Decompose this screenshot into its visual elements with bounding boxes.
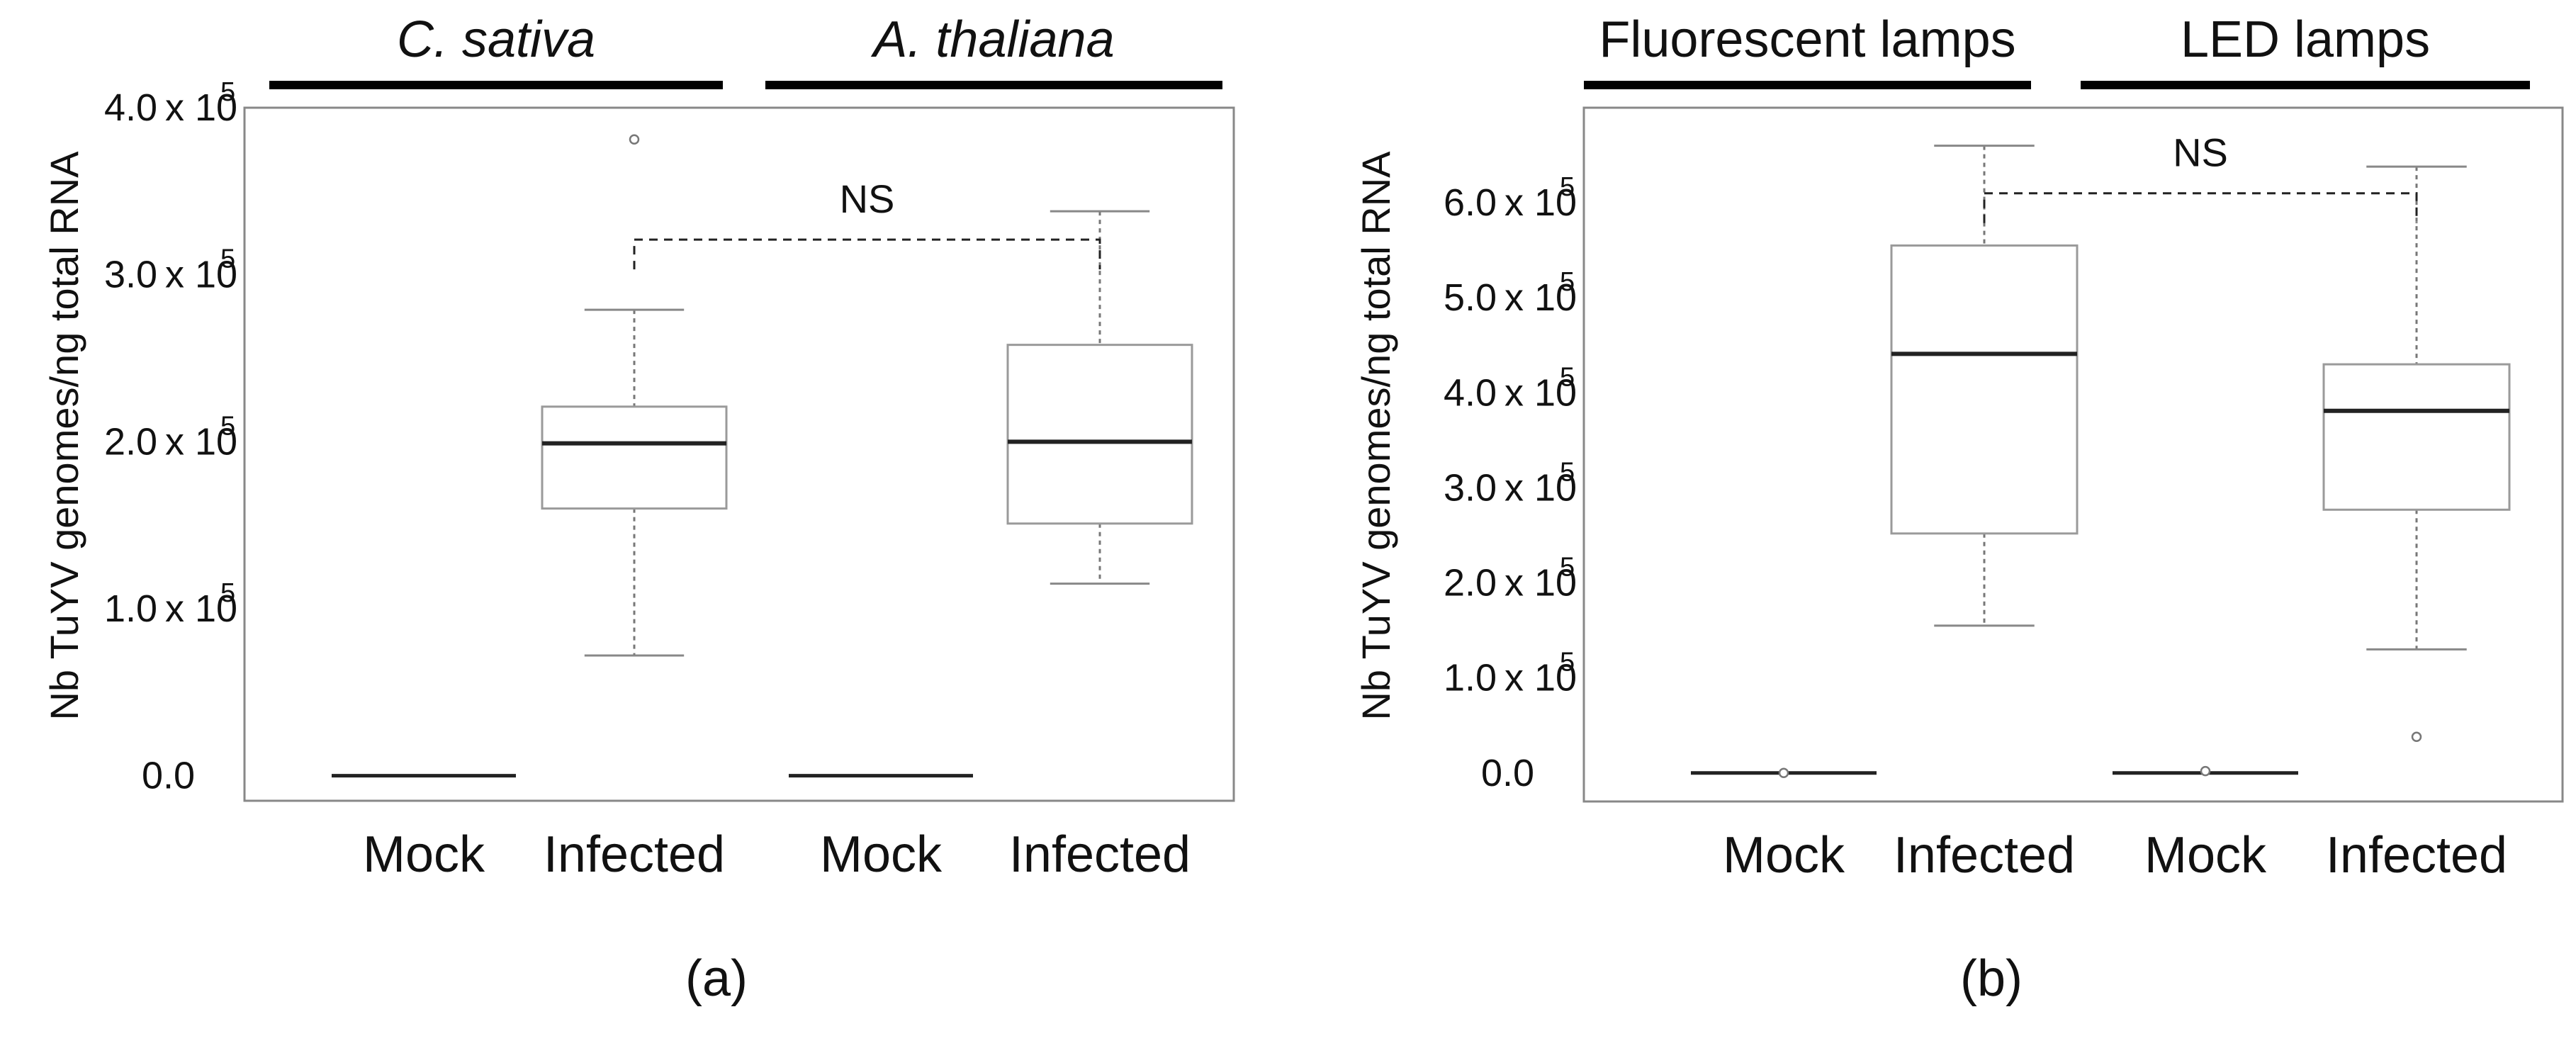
y-tick-label: 1.0 x 105	[1444, 648, 1577, 699]
y-tick-mantissa: 1.0	[1444, 657, 1497, 699]
x-category-label: Infected	[544, 826, 725, 883]
box-4	[1006, 210, 1193, 585]
y-axis-label: Nb TuYV genomes/ng total RNA	[42, 151, 86, 721]
iqr-box	[2322, 363, 2511, 511]
y-tick-exponent: 5	[1560, 362, 1575, 392]
x-category-label: Infected	[1894, 827, 2075, 884]
box-1	[1691, 767, 1877, 779]
y-tick-exponent: 5	[1560, 457, 1575, 487]
x-category-label: Mock	[820, 826, 943, 883]
significance-bracket	[1983, 192, 2418, 223]
significance-label: NS	[2173, 130, 2228, 175]
box-3	[2113, 765, 2298, 777]
iqr-box	[541, 405, 728, 510]
x-category-label: Mock	[363, 826, 485, 883]
y-tick-mantissa: 1.0	[104, 587, 157, 630]
y-tick-label: 0.0	[142, 755, 195, 797]
box-2	[541, 134, 728, 657]
y-tick-times: x 10	[1504, 276, 1577, 319]
y-tick-times: x 10	[1504, 181, 1577, 224]
y-tick-exponent: 5	[220, 244, 235, 274]
y-tick-mantissa: 0.0	[142, 755, 195, 797]
y-tick-times: x 10	[1504, 657, 1577, 699]
x-category-label: Mock	[1723, 827, 1845, 884]
significance-label: NS	[840, 176, 895, 221]
box-2	[1890, 145, 2079, 627]
y-tick-times: x 10	[1504, 371, 1577, 414]
y-tick-mantissa: 4.0	[1444, 371, 1497, 414]
y-tick-exponent: 5	[220, 411, 235, 441]
y-tick-label: 3.0 x 105	[104, 244, 237, 296]
outlier-point	[2200, 765, 2211, 777]
group-label: C. sativa	[397, 11, 595, 68]
box-4	[2322, 165, 2511, 743]
y-tick-label: 0.0	[1481, 752, 1534, 794]
y-tick-times: x 10	[165, 587, 237, 630]
outlier-point	[629, 134, 640, 145]
panel-label: (a)	[685, 950, 748, 1007]
y-tick-mantissa: 3.0	[104, 254, 157, 296]
y-tick-label: 2.0 x 105	[104, 411, 237, 463]
x-category-label: Mock	[2144, 827, 2267, 884]
y-axis-label: Nb TuYV genomes/ng total RNA	[1354, 151, 1398, 721]
significance-bracket	[633, 238, 1101, 270]
y-tick-times: x 10	[1504, 466, 1577, 509]
x-category-label: Infected	[1009, 826, 1191, 883]
y-tick-mantissa: 0.0	[1481, 752, 1534, 794]
x-category-label: Infected	[2326, 827, 2507, 884]
y-tick-mantissa: 4.0	[104, 86, 157, 129]
y-tick-exponent: 5	[220, 77, 235, 107]
group-label: A. thaliana	[870, 11, 1114, 68]
outlier-point	[1778, 767, 1789, 779]
group-label: Fluorescent lamps	[1599, 11, 2015, 68]
y-tick-exponent: 5	[1560, 267, 1575, 297]
iqr-box	[1006, 344, 1193, 525]
outlier-point	[2411, 731, 2422, 743]
y-tick-label: 6.0 x 105	[1444, 172, 1577, 224]
iqr-box	[1890, 244, 2079, 535]
y-tick-exponent: 5	[1560, 172, 1575, 202]
y-tick-label: 5.0 x 105	[1444, 267, 1577, 319]
y-tick-mantissa: 2.0	[104, 420, 157, 463]
y-tick-label: 1.0 x 105	[104, 578, 237, 630]
plot-frame	[243, 106, 1235, 802]
y-tick-exponent: 5	[1560, 648, 1575, 677]
y-tick-mantissa: 3.0	[1444, 466, 1497, 509]
y-tick-times: x 10	[1504, 562, 1577, 604]
group-label: LED lamps	[2181, 11, 2430, 68]
y-tick-label: 3.0 x 105	[1444, 457, 1577, 509]
y-tick-times: x 10	[165, 420, 237, 463]
y-tick-label: 4.0 x 105	[1444, 362, 1577, 414]
y-tick-exponent: 5	[220, 578, 235, 608]
y-tick-mantissa: 5.0	[1444, 276, 1497, 319]
y-tick-label: 2.0 x 105	[1444, 553, 1577, 604]
plot-frame	[1582, 106, 2564, 803]
y-tick-label: 4.0 x 105	[104, 77, 237, 129]
panel-label: (b)	[1960, 950, 2023, 1007]
y-tick-exponent: 5	[1560, 553, 1575, 583]
y-tick-mantissa: 2.0	[1444, 562, 1497, 604]
y-tick-times: x 10	[165, 86, 237, 129]
y-tick-times: x 10	[165, 254, 237, 296]
y-tick-mantissa: 6.0	[1444, 181, 1497, 224]
